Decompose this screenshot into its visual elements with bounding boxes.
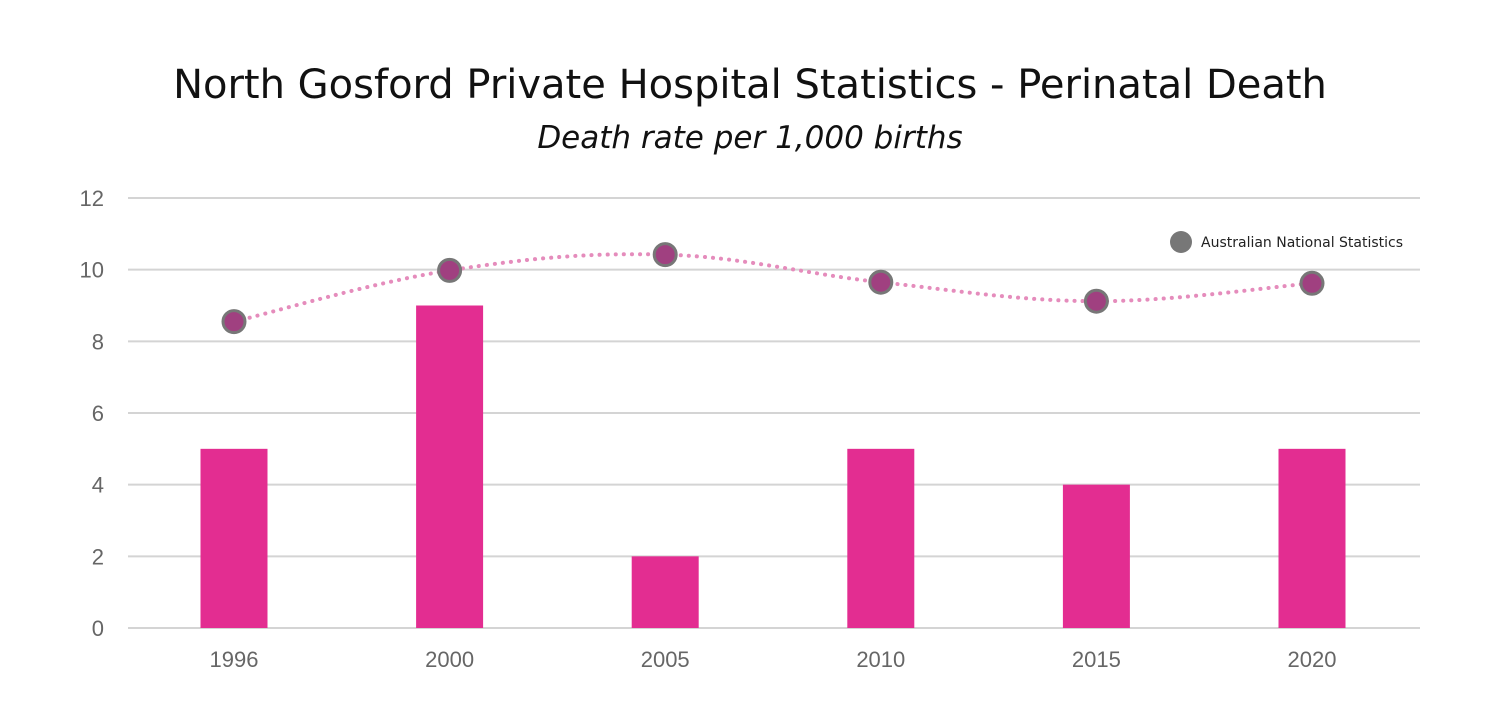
x-tick-label: 2000 xyxy=(425,647,474,672)
line-series xyxy=(221,242,1325,335)
bar-2015 xyxy=(1062,484,1130,628)
national-statistics-point-2010 xyxy=(868,269,894,295)
bar-2020 xyxy=(1278,448,1346,628)
bar-2010 xyxy=(847,448,915,628)
x-tick-label: 2020 xyxy=(1288,647,1337,672)
y-tick-label: 6 xyxy=(92,401,104,426)
legend-label: Australian National Statistics xyxy=(1201,235,1403,251)
legend-marker xyxy=(1170,231,1192,253)
national-statistics-line xyxy=(232,252,1314,324)
bar-2000 xyxy=(416,305,484,628)
national-statistics-point-2000 xyxy=(437,257,463,283)
chart-title: North Gosford Private Hospital Statistic… xyxy=(173,62,1327,108)
x-tick-label: 2010 xyxy=(856,647,905,672)
x-tick-label: 2015 xyxy=(1072,647,1121,672)
y-tick-label: 10 xyxy=(80,258,104,283)
x-tick-label: 1996 xyxy=(210,647,259,672)
legend: Australian National Statistics xyxy=(1170,231,1403,253)
y-tick-label: 2 xyxy=(92,544,104,569)
y-tick-label: 4 xyxy=(92,473,104,498)
y-tick-label: 0 xyxy=(92,616,104,641)
bar-2005 xyxy=(631,556,699,628)
y-tick-label: 8 xyxy=(92,329,104,354)
national-statistics-point-2020 xyxy=(1299,270,1325,296)
chart-subtitle: Death rate per 1,000 births xyxy=(537,120,963,156)
national-statistics-point-2015 xyxy=(1083,288,1109,314)
national-statistics-point-2005 xyxy=(652,242,678,268)
bar-series xyxy=(200,305,1346,628)
national-statistics-point-1996 xyxy=(221,309,247,335)
y-tick-label: 12 xyxy=(80,186,104,211)
bar-1996 xyxy=(200,448,268,628)
axis-labels: 0 2 4 6 8 10 12 1996 2000 2005 2010 2015 2020 xyxy=(80,186,1337,672)
gridlines xyxy=(128,197,1420,629)
x-tick-label: 2005 xyxy=(641,647,690,672)
